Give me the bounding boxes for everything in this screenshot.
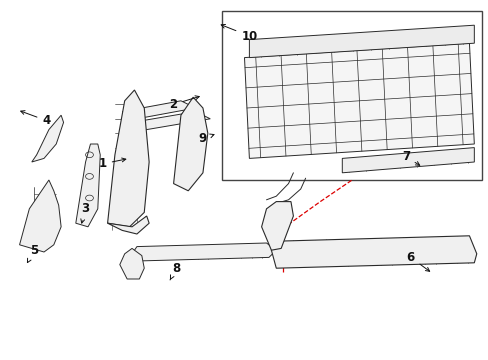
Polygon shape: [342, 148, 473, 173]
Text: 4: 4: [20, 111, 50, 127]
Polygon shape: [76, 144, 100, 227]
Text: 8: 8: [170, 262, 180, 280]
Polygon shape: [132, 112, 210, 130]
Bar: [222, 11, 481, 180]
Polygon shape: [173, 97, 207, 191]
Polygon shape: [244, 43, 473, 158]
Text: 9: 9: [199, 132, 214, 145]
Text: 7: 7: [401, 150, 419, 165]
Polygon shape: [261, 202, 293, 250]
Text: 1: 1: [99, 157, 125, 170]
Polygon shape: [20, 180, 61, 252]
Text: 3: 3: [81, 202, 89, 223]
Text: 6: 6: [406, 251, 429, 271]
Polygon shape: [120, 248, 144, 279]
Text: 5: 5: [27, 244, 38, 262]
Polygon shape: [107, 90, 149, 227]
Polygon shape: [249, 25, 473, 58]
Polygon shape: [32, 115, 63, 162]
Polygon shape: [107, 216, 149, 234]
Polygon shape: [122, 101, 195, 119]
Text: 2: 2: [169, 96, 199, 111]
Polygon shape: [271, 236, 476, 268]
Polygon shape: [132, 243, 276, 261]
Text: 10: 10: [221, 24, 257, 42]
